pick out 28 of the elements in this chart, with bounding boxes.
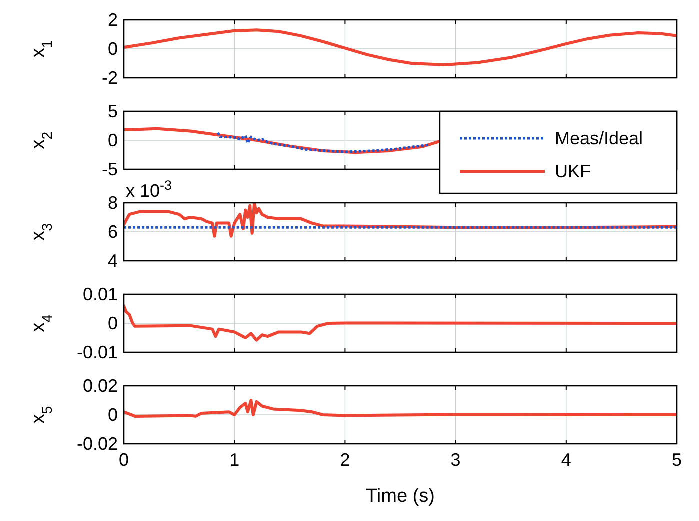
y-tick-label: 0.02 xyxy=(82,376,118,396)
y-tick-label: 2 xyxy=(108,10,118,30)
x-tick-label: 2 xyxy=(340,450,350,470)
y-tick-label: 0 xyxy=(108,39,118,59)
legend-label: Meas/Ideal xyxy=(555,128,644,148)
y-tick-label: 0.01 xyxy=(82,284,118,304)
y-tick-label: 4 xyxy=(108,251,118,271)
x-tick-label: 3 xyxy=(450,450,461,470)
y-tick-label: -5 xyxy=(102,160,118,180)
y-tick-label: 8 xyxy=(108,193,118,213)
y-tick-label: -2 xyxy=(102,68,118,88)
line-series xyxy=(124,399,677,418)
y-tick-label: -0.01 xyxy=(76,342,118,362)
x-axis-title: Time (s) xyxy=(366,486,435,507)
line-series xyxy=(216,132,430,154)
y-tick-label: 5 xyxy=(108,102,118,122)
text: x 10$^{-3}$ xyxy=(126,178,172,201)
x-tick-label: 5 xyxy=(672,450,682,470)
line-series xyxy=(124,28,677,66)
y-tick-label: 6 xyxy=(108,222,118,242)
legend-label: UKF xyxy=(555,162,592,182)
y-tick-label: 0 xyxy=(108,314,118,334)
y-tick-label: 0 xyxy=(108,130,118,150)
y-tick-label: 0 xyxy=(108,405,118,425)
y-tick-label: -0.02 xyxy=(76,434,118,454)
x-tick-label: 1 xyxy=(230,450,240,470)
line-series xyxy=(124,304,677,342)
x-tick-label: 4 xyxy=(561,450,572,470)
